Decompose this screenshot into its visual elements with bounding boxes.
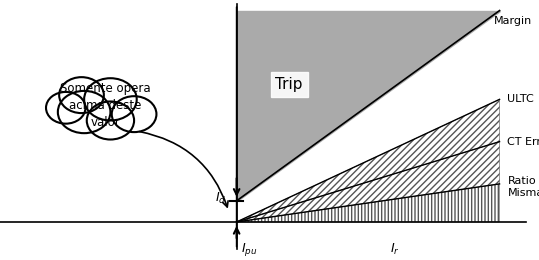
Circle shape <box>84 78 137 120</box>
Text: ULTC: ULTC <box>507 94 534 104</box>
Circle shape <box>112 96 156 132</box>
Circle shape <box>59 77 104 113</box>
Text: CT Error: CT Error <box>507 136 539 147</box>
Polygon shape <box>66 95 134 120</box>
Text: Margin: Margin <box>494 16 533 26</box>
Text: Trip: Trip <box>275 77 303 92</box>
Text: $I_{pu}$: $I_{pu}$ <box>240 241 257 258</box>
Text: $I_d$: $I_d$ <box>215 191 226 206</box>
Circle shape <box>58 91 110 133</box>
Text: $I_r$: $I_r$ <box>390 242 399 257</box>
Circle shape <box>87 101 134 140</box>
Text: Somente opera
acima deste
valor: Somente opera acima deste valor <box>60 82 150 129</box>
Text: Ratio
Mismatch: Ratio Mismatch <box>507 176 539 198</box>
Polygon shape <box>237 11 500 201</box>
Circle shape <box>46 92 86 124</box>
